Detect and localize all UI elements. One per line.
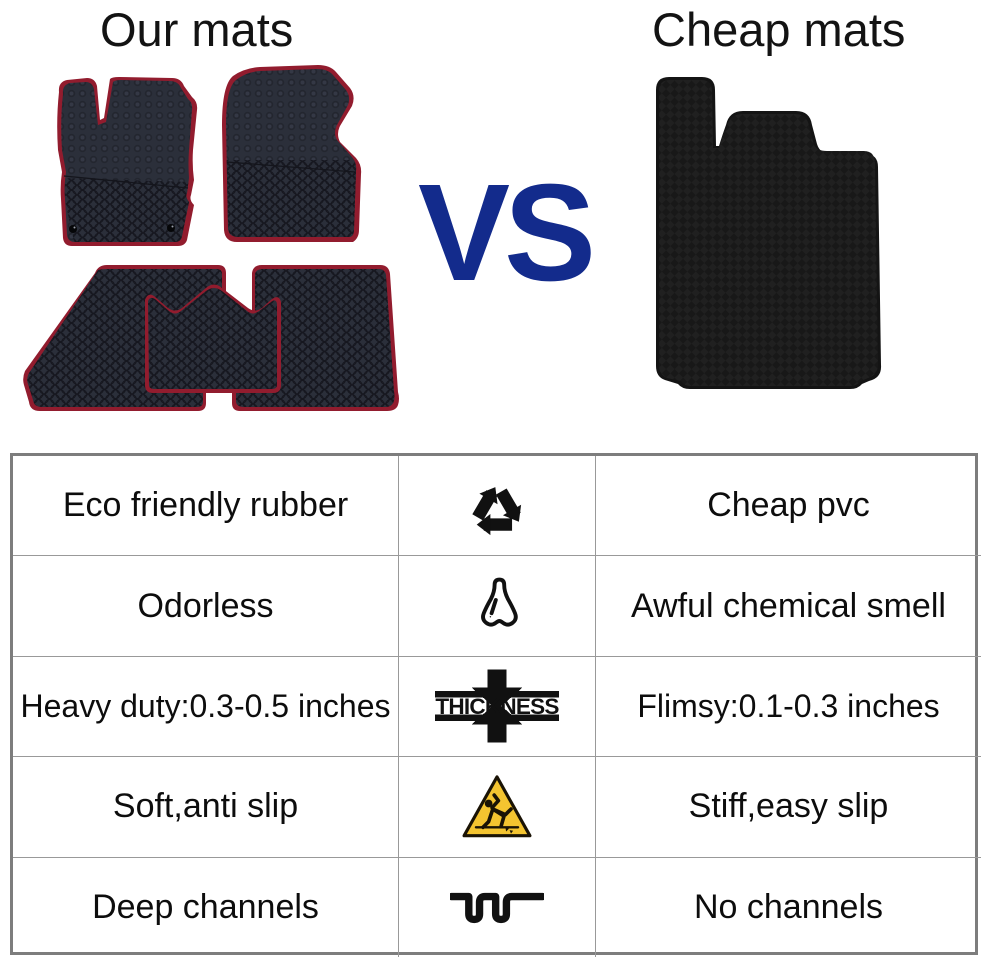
svg-text:THICKNESS: THICKNESS <box>435 694 559 719</box>
